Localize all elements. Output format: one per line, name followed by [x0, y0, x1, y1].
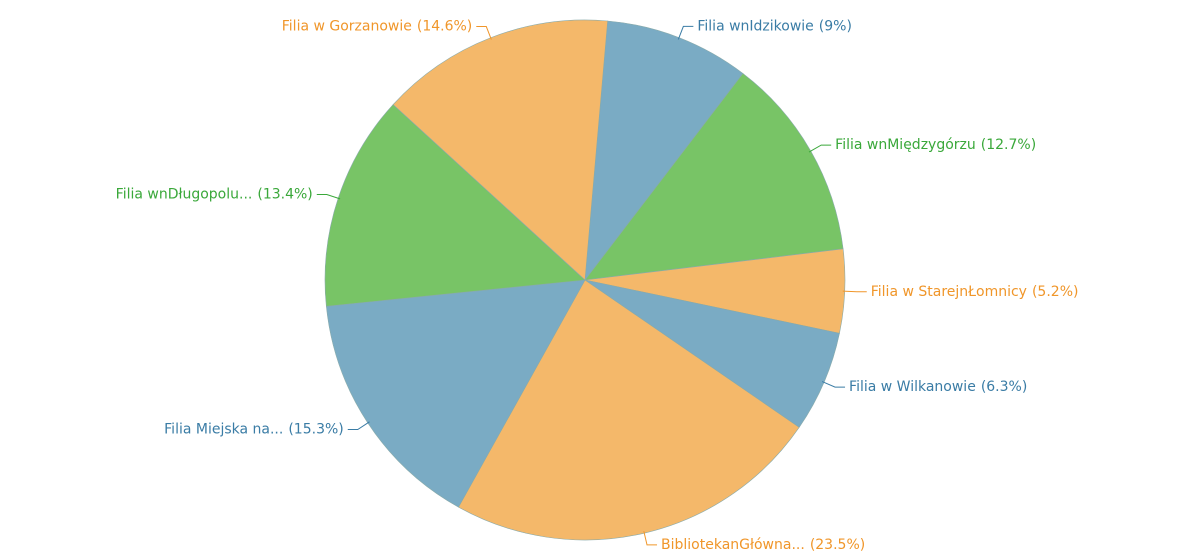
slice-label-name: Filia w Wilkanowie	[849, 379, 976, 395]
slice-label-name: Filia wnDługopolu...	[116, 187, 253, 203]
leader-line	[821, 381, 846, 388]
slice-label-value: (5.2%)	[1032, 284, 1079, 300]
slice-label-name: Filia Miejska na...	[164, 421, 283, 437]
slice-label: Filia wnIdzikowie (9%)	[697, 18, 852, 34]
slice-label: Filia w StarejnŁomnicy (5.2%)	[871, 284, 1079, 300]
slice-label-value: (13.4%)	[257, 187, 312, 203]
slice-label: Filia w Gorzanowie (14.6%)	[282, 19, 473, 35]
slice-label-name: Filia wnIdzikowie	[697, 18, 813, 34]
leader-line	[476, 26, 492, 40]
leader-line	[677, 25, 694, 40]
slice-label-value: (23.5%)	[810, 537, 865, 553]
slice-label: BibliotekanGłówna... (23.5%)	[661, 537, 865, 553]
slice-label-name: Filia w StarejnŁomnicy	[871, 284, 1027, 300]
slice-label-value: (15.3%)	[288, 421, 343, 437]
leader-line	[808, 144, 832, 153]
slice-label-value: (14.6%)	[417, 19, 472, 35]
slice-label: Filia Miejska na... (15.3%)	[164, 421, 344, 437]
slice-label: Filia w Wilkanowie (6.3%)	[849, 379, 1027, 395]
slice-label-value: (9%)	[819, 18, 852, 34]
slice-label-name: BibliotekanGłówna...	[661, 537, 805, 553]
leader-line	[643, 531, 658, 546]
slice-label: Filia wnDługopolu... (13.4%)	[116, 187, 313, 203]
leader-line	[842, 290, 867, 293]
leader-line	[316, 194, 341, 200]
slice-label-name: Filia wnMiędzygórzu	[835, 137, 976, 153]
slice-label-name: Filia w Gorzanowie	[282, 19, 412, 35]
slice-label-value: (6.3%)	[981, 379, 1028, 395]
slice-label-value: (12.7%)	[981, 137, 1036, 153]
slice-label: Filia wnMiędzygórzu (12.7%)	[835, 137, 1036, 153]
leader-line	[347, 421, 370, 430]
